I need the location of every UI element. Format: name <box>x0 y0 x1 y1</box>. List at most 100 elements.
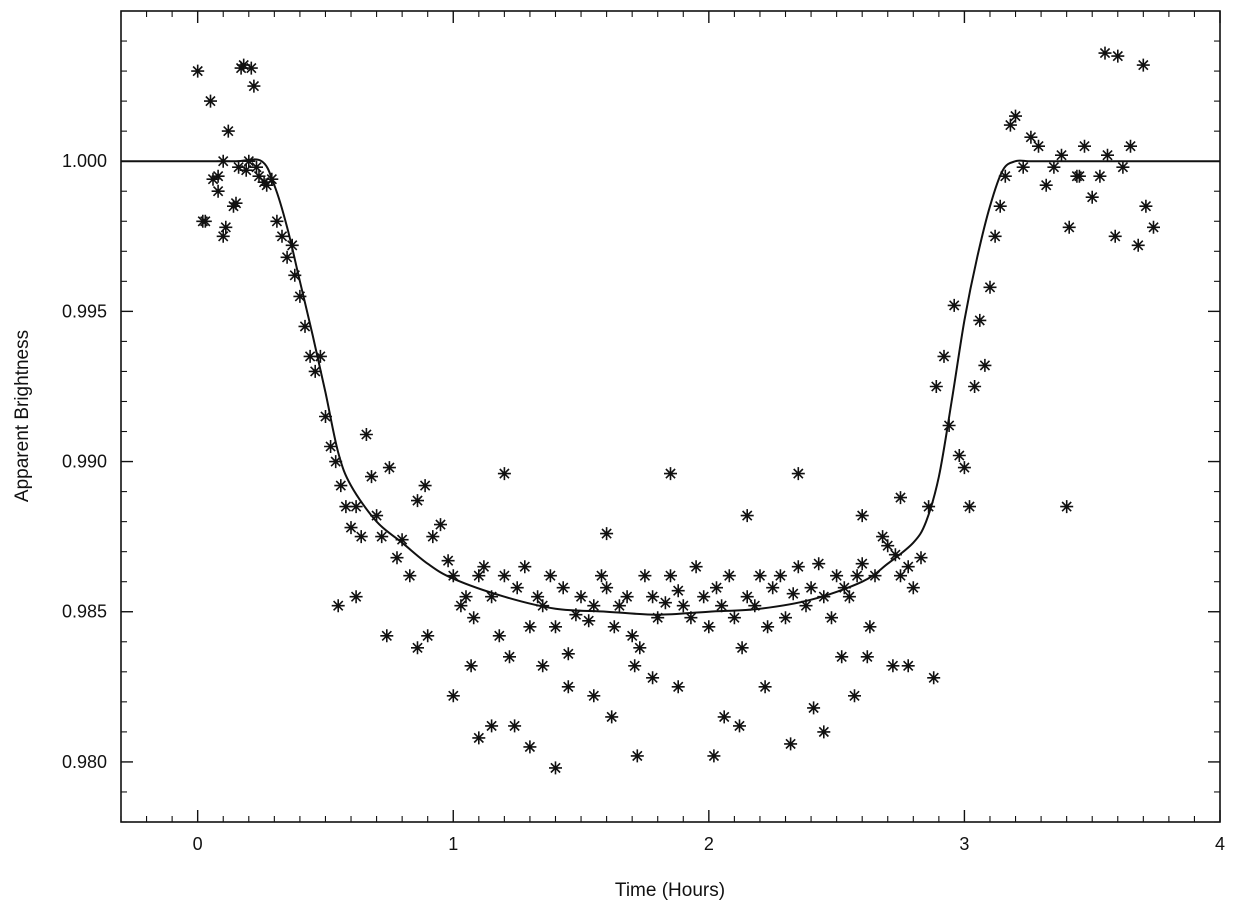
data-point <box>628 659 642 673</box>
data-point <box>735 641 749 655</box>
data-point <box>1032 139 1045 153</box>
data-point <box>600 527 614 541</box>
data-point <box>722 569 736 583</box>
data-point <box>689 560 703 574</box>
data-point <box>331 599 345 613</box>
data-point <box>894 491 907 505</box>
data-point <box>842 590 856 604</box>
data-point <box>411 641 424 655</box>
data-point <box>1085 190 1099 204</box>
data-point <box>206 172 220 186</box>
data-point <box>748 599 762 613</box>
data-point <box>459 590 473 604</box>
data-point <box>773 569 787 583</box>
data-point <box>196 214 210 228</box>
data-point <box>418 479 432 493</box>
data-point <box>485 590 499 604</box>
data-point <box>587 599 601 613</box>
data-point <box>536 599 550 613</box>
data-point <box>835 650 849 664</box>
data-point <box>1108 229 1122 243</box>
data-point <box>697 590 711 604</box>
data-point <box>1060 500 1074 514</box>
data-point <box>646 671 660 685</box>
data-point <box>234 61 248 75</box>
data-point <box>191 64 205 78</box>
data-point <box>523 620 537 634</box>
data-point <box>244 61 258 75</box>
data-point <box>620 590 634 604</box>
data-point <box>1139 199 1153 213</box>
data-point <box>1098 46 1112 60</box>
y-tick-label: 1.000 <box>62 151 107 171</box>
data-point <box>952 449 966 462</box>
data-point <box>717 710 731 724</box>
data-point <box>285 238 299 252</box>
data-point <box>454 599 468 613</box>
data-point <box>265 172 279 186</box>
data-point <box>1062 220 1076 234</box>
data-point <box>1078 139 1091 153</box>
data-point <box>868 569 882 583</box>
y-tick-label: 0.990 <box>62 452 107 472</box>
data-point <box>531 590 545 604</box>
data-point <box>464 659 478 673</box>
data-point <box>549 620 562 634</box>
data-point <box>710 581 723 595</box>
data-point <box>216 229 230 243</box>
data-point <box>804 581 818 595</box>
data-point <box>848 689 861 703</box>
data-point <box>477 560 491 574</box>
data-point <box>758 680 772 694</box>
data-point <box>671 680 685 694</box>
data-point <box>957 461 971 475</box>
data-point <box>1047 160 1061 174</box>
axis-ticks <box>120 11 1221 823</box>
data-point <box>260 178 274 192</box>
data-point <box>334 479 348 493</box>
data-point <box>779 611 792 625</box>
data-point <box>1116 160 1130 174</box>
data-point <box>825 611 838 625</box>
y-tick-label: 0.985 <box>62 602 107 622</box>
y-tick-label: 0.980 <box>62 752 107 772</box>
data-point <box>973 313 987 327</box>
data-point <box>886 659 900 673</box>
data-point <box>600 581 614 595</box>
data-point <box>472 731 486 745</box>
data-point <box>638 569 652 583</box>
data-point <box>817 590 831 604</box>
data-point <box>791 467 805 481</box>
data-point <box>812 557 826 571</box>
data-point <box>308 364 322 378</box>
data-point <box>497 569 511 583</box>
data-point <box>395 533 409 547</box>
data-point <box>536 659 550 673</box>
data-point <box>252 169 266 183</box>
x-tick-label: 2 <box>704 834 714 854</box>
data-point <box>740 509 754 523</box>
data-point <box>684 611 698 625</box>
data-point <box>324 440 338 453</box>
data-point <box>293 289 307 303</box>
x-tick-label: 3 <box>959 834 969 854</box>
data-point <box>329 455 343 469</box>
data-point <box>968 380 982 393</box>
data-point <box>426 530 440 544</box>
data-point <box>906 581 920 595</box>
data-point <box>786 587 800 601</box>
data-point <box>421 629 435 643</box>
data-point <box>1024 130 1038 144</box>
data-point <box>901 659 915 673</box>
data-point <box>817 725 831 739</box>
data-point <box>914 551 928 565</box>
x-axis-title: Time (Hours) <box>615 880 725 901</box>
data-point <box>349 500 363 514</box>
data-point <box>807 701 821 715</box>
data-point <box>595 569 608 583</box>
data-point <box>411 494 424 508</box>
data-point <box>359 428 373 441</box>
data-point <box>1093 169 1107 183</box>
data-point <box>216 154 230 168</box>
